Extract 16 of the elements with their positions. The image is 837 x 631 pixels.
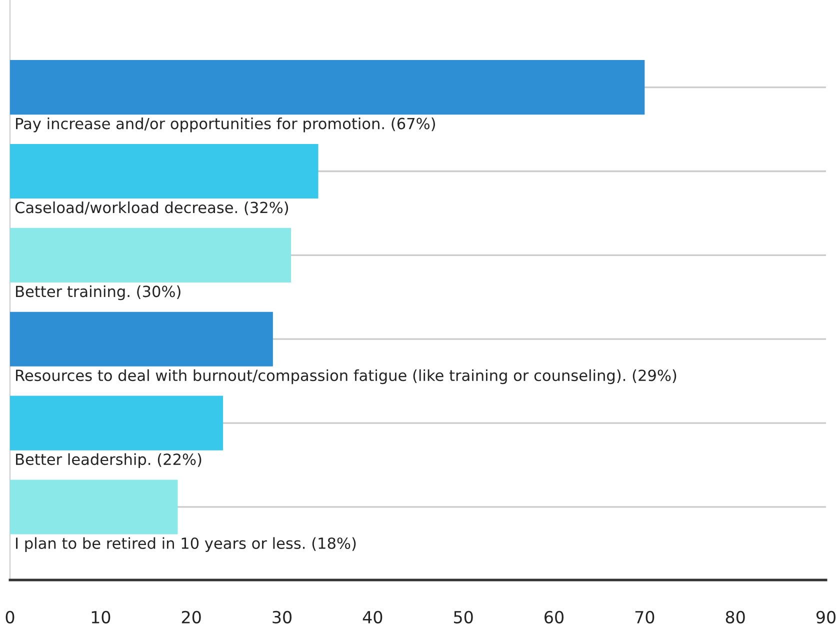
y-tick-label: Caseload/workload decrease. (32%) [15, 201, 288, 216]
x-tick-label: 80 [726, 610, 745, 624]
x-tick-label: 70 [635, 610, 654, 624]
x-tick-label: 90 [816, 610, 836, 624]
x-tick-label: 30 [272, 610, 292, 624]
y-tick-label: I plan to be retired in 10 years or less. (18%) [16, 537, 356, 552]
x-tick-label: 60 [544, 610, 564, 624]
y-tick-label: Pay increase and/or opportunities for promotion. (67%) [16, 118, 435, 132]
y-tick-label: Better training. (30%) [16, 285, 180, 300]
y-tick-label: Resources to deal with burnout/compassion fatigue (like training or counseling). (29%) [16, 369, 676, 384]
x-tick-label: 10 [92, 610, 110, 624]
x-tick-label: 50 [454, 610, 473, 624]
y-tick-label: Better leadership. (22%) [16, 453, 202, 468]
x-tick-label: 20 [182, 610, 201, 624]
x-tick-label: 0 [6, 610, 14, 624]
x-tick-label: 40 [362, 610, 382, 624]
